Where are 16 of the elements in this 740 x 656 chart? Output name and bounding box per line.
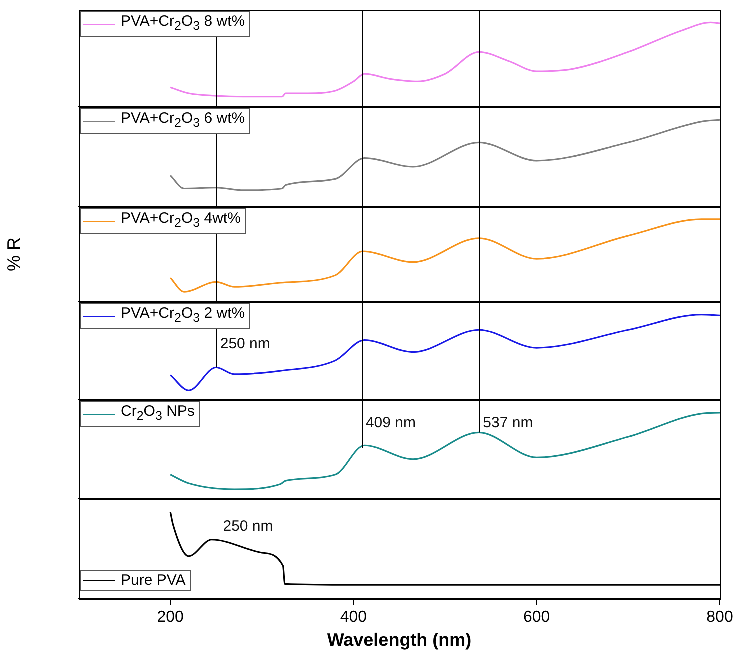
annotation: 537 nm — [483, 414, 534, 432]
x-tick-label: 600 — [524, 609, 550, 626]
annotation: 409 nm — [366, 414, 416, 432]
x-tick-label: 200 — [157, 609, 184, 626]
legend-label: Pure PVA — [121, 572, 186, 589]
annotation: 250 nm — [220, 336, 270, 353]
x-tick-label: 800 — [706, 609, 734, 626]
legend-label: PVA+Cr$_{2}$O$_{3}$ 2 wt% — [121, 305, 246, 327]
annotation: 250 nm — [223, 518, 274, 536]
legend-label: Cr$_{2}$O$_{3}$ NPs — [121, 403, 195, 425]
legend-label: PVA+Cr$_{2}$O$_{3}$ 4wt% — [121, 210, 241, 232]
y-axis-title: % R — [4, 237, 24, 272]
x-axis-title: Wavelength (nm) — [327, 630, 472, 650]
legend-label: PVA+Cr$_{2}$O$_{3}$ 6 wt% — [121, 110, 246, 132]
legend-label: PVA+Cr$_{2}$O$_{3}$ 8 wt% — [121, 13, 246, 35]
x-tick-label: 400 — [340, 609, 368, 626]
